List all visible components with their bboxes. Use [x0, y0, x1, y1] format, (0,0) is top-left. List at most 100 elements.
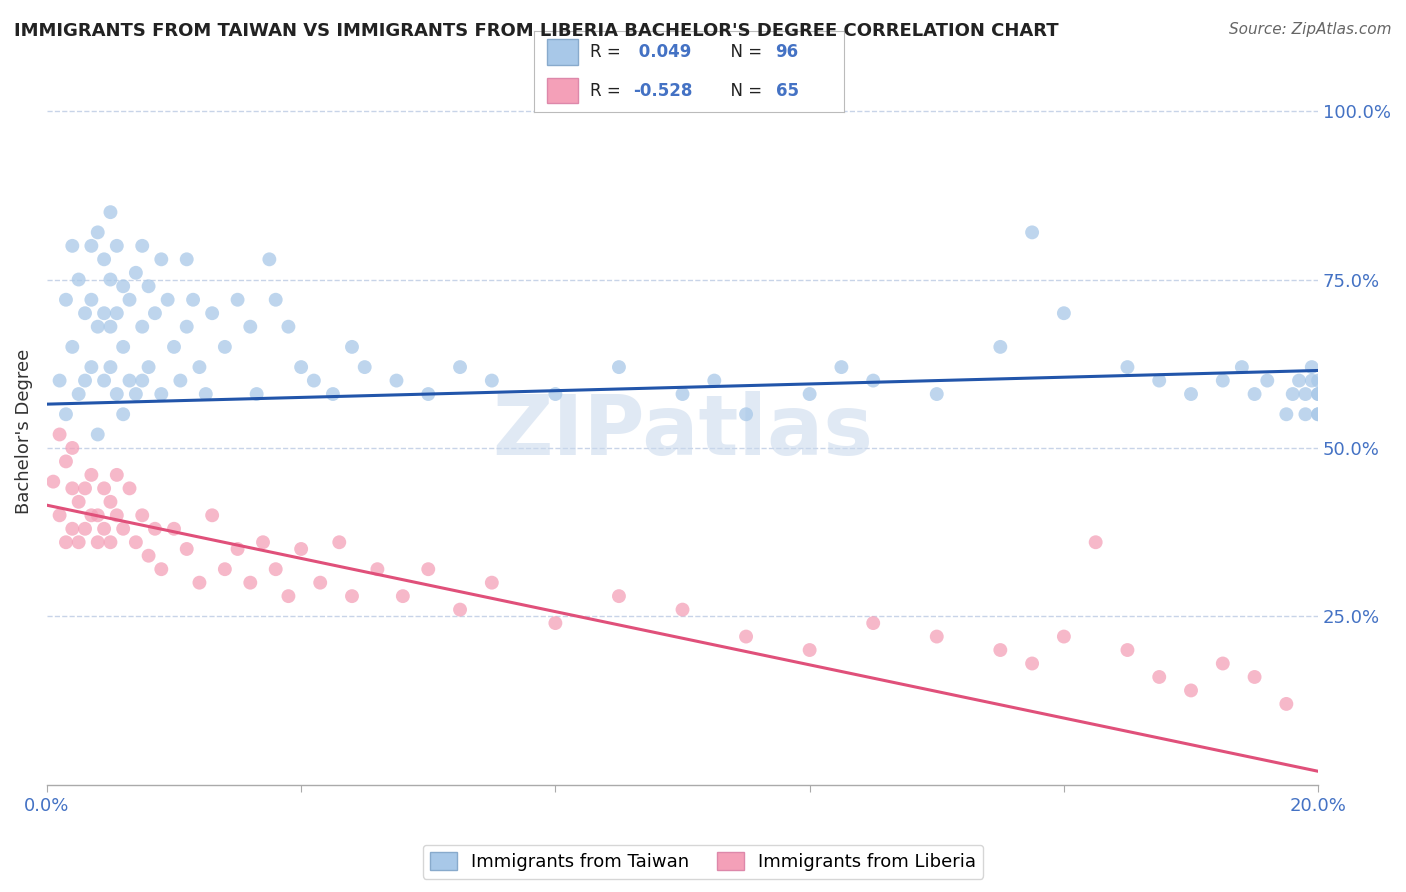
- Point: [290, 360, 312, 375]
- Point: [1212, 657, 1234, 671]
- Point: [176, 319, 198, 334]
- Point: [131, 374, 153, 388]
- Point: [67, 272, 90, 286]
- Point: [1275, 407, 1298, 421]
- Text: -0.528: -0.528: [633, 82, 693, 100]
- Point: [93, 481, 115, 495]
- Point: [48, 427, 70, 442]
- Point: [366, 562, 388, 576]
- Point: [1301, 374, 1323, 388]
- Point: [385, 374, 408, 388]
- Point: [703, 374, 725, 388]
- Point: [60, 522, 83, 536]
- Point: [80, 467, 103, 482]
- Point: [799, 387, 821, 401]
- Point: [181, 293, 204, 307]
- Point: [176, 541, 198, 556]
- Point: [93, 306, 115, 320]
- Point: [100, 272, 122, 286]
- Text: ZIPatlas: ZIPatlas: [492, 391, 873, 472]
- Point: [112, 340, 135, 354]
- Point: [226, 541, 249, 556]
- Point: [201, 306, 224, 320]
- Point: [1053, 630, 1076, 644]
- Point: [55, 535, 77, 549]
- Point: [163, 340, 186, 354]
- Text: 65: 65: [776, 82, 799, 100]
- Text: N =: N =: [720, 82, 768, 100]
- Point: [73, 481, 96, 495]
- Point: [93, 374, 115, 388]
- Point: [55, 293, 77, 307]
- Point: [1147, 374, 1170, 388]
- Point: [239, 575, 262, 590]
- Point: [214, 562, 236, 576]
- Point: [1021, 226, 1043, 240]
- Point: [239, 319, 262, 334]
- Point: [194, 387, 217, 401]
- Point: [118, 374, 141, 388]
- Point: [156, 293, 179, 307]
- Point: [100, 360, 122, 375]
- Text: 0.049: 0.049: [633, 43, 692, 61]
- Point: [42, 475, 65, 489]
- Point: [60, 441, 83, 455]
- Point: [67, 387, 90, 401]
- Point: [1288, 374, 1310, 388]
- Point: [67, 495, 90, 509]
- Point: [112, 522, 135, 536]
- Point: [150, 252, 173, 267]
- Point: [264, 293, 287, 307]
- Point: [55, 454, 77, 468]
- Point: [105, 467, 128, 482]
- Point: [252, 535, 274, 549]
- Point: [1256, 374, 1278, 388]
- Point: [143, 522, 166, 536]
- Point: [87, 508, 110, 523]
- Legend: Immigrants from Taiwan, Immigrants from Liberia: Immigrants from Taiwan, Immigrants from …: [423, 845, 983, 879]
- Point: [1308, 407, 1330, 421]
- Point: [138, 549, 160, 563]
- Point: [353, 360, 375, 375]
- Point: [1180, 387, 1202, 401]
- Point: [1243, 387, 1265, 401]
- Point: [392, 589, 415, 603]
- Point: [1212, 374, 1234, 388]
- Point: [226, 293, 249, 307]
- Y-axis label: Bachelor's Degree: Bachelor's Degree: [15, 349, 32, 514]
- Point: [607, 589, 630, 603]
- Point: [87, 535, 110, 549]
- Point: [264, 562, 287, 576]
- Point: [671, 387, 693, 401]
- Point: [830, 360, 852, 375]
- Point: [544, 616, 567, 631]
- Point: [138, 279, 160, 293]
- Point: [481, 374, 503, 388]
- Point: [735, 630, 758, 644]
- Point: [80, 293, 103, 307]
- Point: [112, 279, 135, 293]
- Point: [188, 575, 211, 590]
- Point: [322, 387, 344, 401]
- Point: [118, 481, 141, 495]
- Point: [1180, 683, 1202, 698]
- Point: [100, 535, 122, 549]
- Point: [73, 522, 96, 536]
- Point: [125, 266, 148, 280]
- Point: [48, 374, 70, 388]
- Point: [1084, 535, 1107, 549]
- Point: [259, 252, 281, 267]
- Point: [1281, 387, 1303, 401]
- Point: [418, 562, 440, 576]
- Point: [862, 616, 884, 631]
- Point: [1294, 407, 1316, 421]
- Point: [118, 293, 141, 307]
- Point: [735, 407, 758, 421]
- Point: [1116, 643, 1139, 657]
- Text: IMMIGRANTS FROM TAIWAN VS IMMIGRANTS FROM LIBERIA BACHELOR'S DEGREE CORRELATION : IMMIGRANTS FROM TAIWAN VS IMMIGRANTS FRO…: [14, 22, 1059, 40]
- Point: [60, 239, 83, 253]
- Point: [67, 535, 90, 549]
- Point: [449, 360, 471, 375]
- Point: [105, 508, 128, 523]
- Point: [302, 374, 325, 388]
